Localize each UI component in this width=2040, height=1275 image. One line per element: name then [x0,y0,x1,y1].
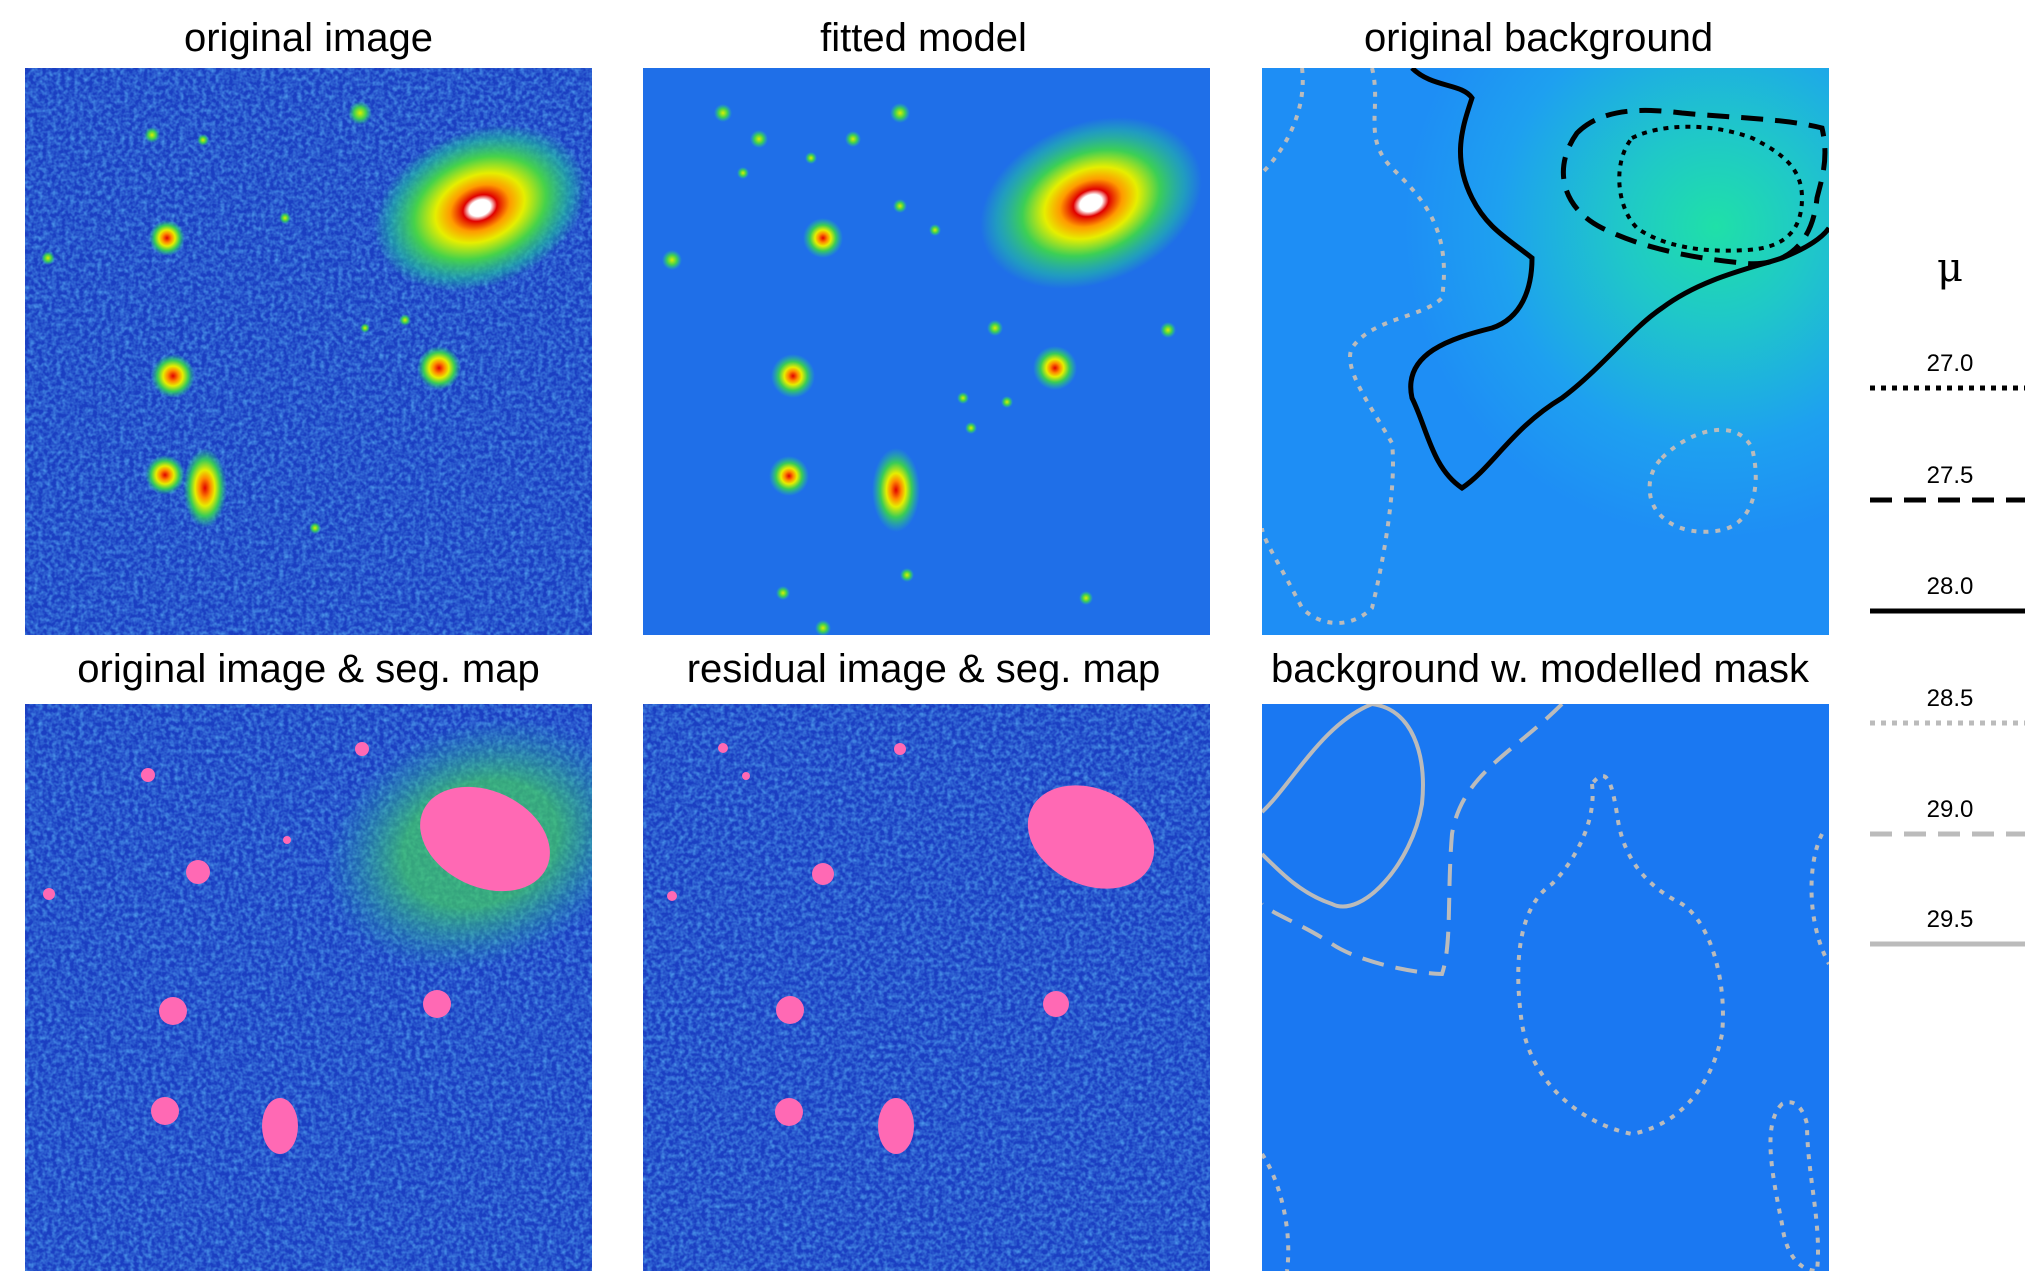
title-background-modelled-mask: background w. modelled mask [1270,647,1810,691]
legend-line-dotted-gray [1870,720,2025,726]
panel-original-image [25,68,592,635]
contour-28-5-c [1647,427,1758,534]
contour-28-5-b [1262,68,1446,625]
legend-label: 29.0 [1926,796,1974,823]
title-original-background: original background [1363,16,1714,60]
title-fitted-model: fitted model [820,16,1027,60]
legend-line-solid-black [1870,608,2025,614]
title-original-image-seg-map: original image & seg. map [77,647,540,691]
original-seg-map-plot [25,704,592,1271]
contour-legend: μ 27.0 27.5 28.0 28.5 29.0 29.5 [1860,0,2040,1275]
legend-item-28-0: 28.0 [1860,573,2040,633]
legend-label: 27.0 [1926,350,1974,377]
contour-28-5-d [1262,1152,1291,1271]
legend-line-dotted-black [1870,385,2025,391]
legend-item-27-5: 27.5 [1860,462,2040,522]
contour-28-0 [1408,68,1829,492]
residual-seg-map-plot [643,704,1210,1271]
legend-label: 28.5 [1926,685,1974,712]
contour-29-0 [1262,704,1564,977]
panel-residual-image-seg-map [643,704,1210,1271]
legend-item-27-0: 27.0 [1860,350,2040,410]
panel-background-modelled-mask [1262,704,1829,1271]
legend-item-28-5: 28.5 [1860,685,2040,745]
legend-line-solid-gray [1870,941,2025,947]
contour-28-5-c [1768,1100,1821,1271]
original-background-plot [1262,68,1829,635]
contour-28-5-a [1262,68,1305,175]
legend-item-29-5: 29.5 [1860,906,2040,966]
seg-map-masks [43,742,550,1154]
legend-label: 27.5 [1926,462,1974,489]
title-original-image: original image [183,16,434,60]
original-image-plot [25,68,592,635]
panel-fitted-model [643,68,1210,635]
legend-label: 29.5 [1926,906,1974,933]
legend-line-dashed-gray [1870,831,2025,837]
title-residual-image-seg-map: residual image & seg. map [686,647,1161,691]
fitted-model-plot [643,68,1210,635]
modelled-background-plot [1262,704,1829,1271]
contour-28-5-b [1809,833,1829,965]
contour-28-5-a [1516,774,1725,1137]
legend-mu-symbol: μ [1937,245,1963,291]
panel-original-background [1262,68,1829,635]
contour-27-5 [1560,107,1828,267]
legend-label: 28.0 [1926,573,1974,600]
panel-original-image-seg-map [25,704,592,1271]
contour-29-5 [1262,704,1425,909]
legend-line-dashed-black [1870,497,2025,503]
legend-item-29-0: 29.0 [1860,796,2040,856]
residual-seg-masks [667,743,1155,1154]
